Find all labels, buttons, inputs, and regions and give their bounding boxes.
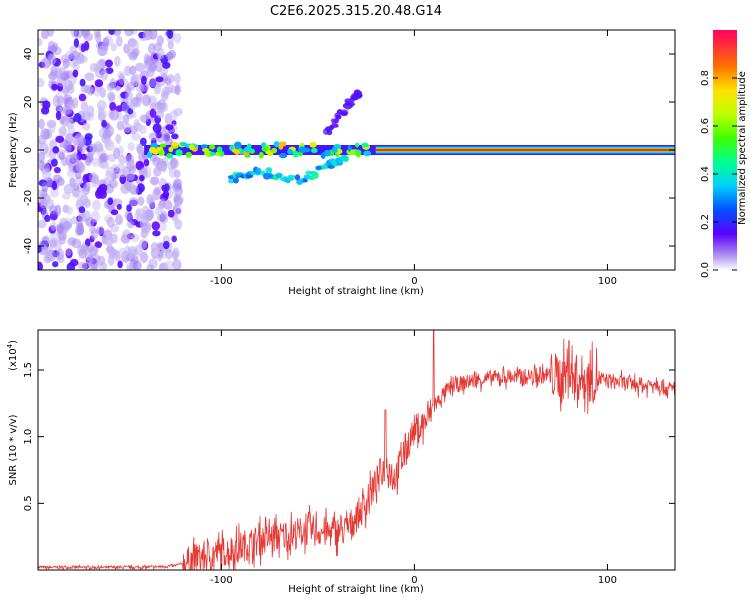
x-tick-label: -100 <box>210 575 233 586</box>
spectrogram-marks <box>38 30 675 270</box>
y-tick-label: 20 <box>23 96 34 109</box>
colorbar-gradient <box>713 30 737 270</box>
x-tick-label: 0 <box>411 276 417 287</box>
x-tick-label: 100 <box>598 575 617 586</box>
spectrogram-x-ticks: -100 0 100 <box>210 30 617 287</box>
svg-text:(x104): (x104) <box>6 340 19 371</box>
x-tick-label: -100 <box>210 276 233 287</box>
snr-y-scale-exp: 4 <box>6 343 14 348</box>
y-tick-label: -20 <box>23 190 34 206</box>
spectrogram-panel: -100 0 100 -40 -20 0 20 40 Height of straight … <box>8 29 676 297</box>
snr-y-label: SNR (10 * v/v) <box>8 414 19 485</box>
snr-background <box>38 330 675 570</box>
spectrogram-noise-region <box>38 30 184 270</box>
y-tick-label: 40 <box>23 48 34 61</box>
y-tick-label: 0.5 <box>23 495 34 511</box>
x-tick-label: 0 <box>411 575 417 586</box>
y-tick-label: -40 <box>23 238 34 254</box>
snr-frame <box>37 329 676 571</box>
snr-x-ticks: -100 0 100 <box>210 330 617 586</box>
colorbar-ticks: 0.0 0.2 0.4 0.6 0.8 <box>700 70 737 278</box>
spectrogram-carrier-line <box>144 141 675 159</box>
y-tick-label: 1.5 <box>23 362 34 378</box>
spectrogram-upper-branch <box>322 89 363 136</box>
snr-x-label: Height of straight line (km) <box>288 584 424 595</box>
spectrogram-x-label: Height of straight line (km) <box>288 286 424 297</box>
snr-y-scale: (x104) <box>6 340 19 371</box>
colorbar-tick-label: 0.4 <box>700 166 711 182</box>
y-tick-label: 0 <box>23 147 34 153</box>
colorbar: 0.0 0.2 0.4 0.6 0.8 Normalized spectral ampl… <box>700 30 748 278</box>
spectrogram-lower-branch <box>227 154 349 185</box>
snr-series-line <box>38 330 675 570</box>
spectrogram-y-ticks: -40 -20 0 20 40 <box>23 48 675 254</box>
y-tick-label: 1.0 <box>23 429 34 445</box>
snr-y-scale-prefix: (x10 <box>8 348 19 371</box>
snr-panel: -100 0 100 0.5 1.0 1.5 Height of straight li… <box>6 329 676 595</box>
x-tick-label: 100 <box>598 276 617 287</box>
colorbar-tick-label: 0.2 <box>700 214 711 230</box>
colorbar-tick-label: 0.8 <box>700 70 711 86</box>
colorbar-label: Normalized spectral amplitude <box>737 71 748 225</box>
snr-y-ticks: 0.5 1.0 1.5 <box>23 362 675 511</box>
figure-title: C2E6.2025.315.20.48.G14 <box>270 4 442 19</box>
colorbar-tick-label: 0.0 <box>700 262 711 278</box>
colorbar-tick-label: 0.6 <box>700 118 711 134</box>
spectrogram-y-label: Frequency (Hz) <box>8 112 19 188</box>
